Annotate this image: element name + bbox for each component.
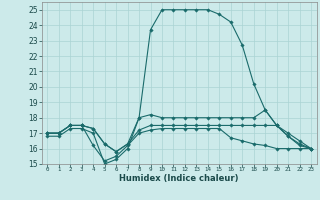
X-axis label: Humidex (Indice chaleur): Humidex (Indice chaleur)	[119, 174, 239, 183]
